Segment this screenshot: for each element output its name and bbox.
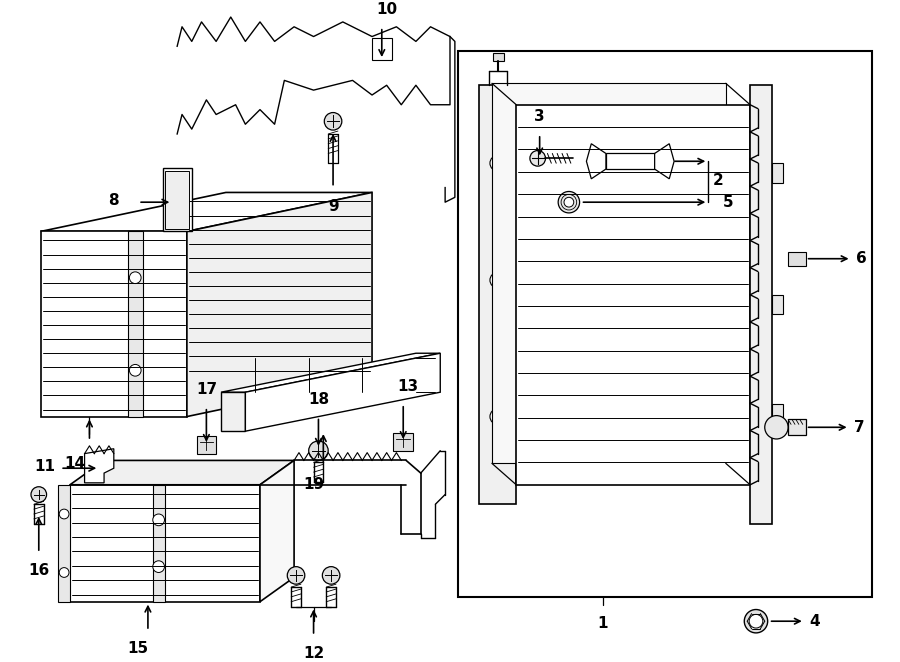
Text: 19: 19	[303, 477, 324, 492]
Circle shape	[324, 113, 342, 130]
Circle shape	[490, 408, 506, 424]
Text: 2: 2	[713, 173, 724, 188]
Bar	[153, 485, 166, 602]
Polygon shape	[606, 154, 654, 169]
Text: 8: 8	[108, 193, 119, 208]
Bar	[788, 420, 806, 435]
Bar	[458, 51, 872, 597]
Circle shape	[59, 509, 69, 519]
Text: 17: 17	[196, 382, 217, 397]
Text: 14: 14	[64, 455, 86, 471]
Polygon shape	[221, 392, 246, 431]
Polygon shape	[70, 461, 294, 485]
Polygon shape	[187, 193, 372, 416]
Polygon shape	[492, 83, 725, 463]
Bar	[771, 164, 783, 183]
Bar	[788, 252, 806, 265]
Circle shape	[309, 441, 328, 461]
Text: 15: 15	[128, 641, 148, 655]
Polygon shape	[221, 354, 440, 392]
Circle shape	[322, 567, 340, 584]
Bar	[393, 433, 413, 451]
Circle shape	[530, 150, 545, 166]
Text: 7: 7	[854, 420, 865, 435]
Polygon shape	[260, 461, 294, 602]
Circle shape	[130, 365, 141, 376]
Bar	[771, 404, 783, 424]
Text: 12: 12	[303, 645, 324, 661]
Circle shape	[749, 614, 763, 628]
Text: 18: 18	[308, 392, 329, 407]
Text: 3: 3	[535, 109, 545, 124]
Bar	[163, 168, 192, 232]
Circle shape	[130, 272, 141, 283]
Polygon shape	[40, 232, 187, 416]
Bar	[58, 485, 70, 602]
Polygon shape	[587, 144, 606, 179]
Circle shape	[490, 156, 506, 171]
Text: 1: 1	[598, 616, 608, 632]
Text: 16: 16	[28, 563, 50, 578]
Polygon shape	[85, 449, 113, 483]
Polygon shape	[40, 193, 372, 232]
Circle shape	[153, 514, 165, 526]
Circle shape	[744, 610, 768, 633]
Circle shape	[287, 567, 305, 584]
Text: 9: 9	[328, 199, 338, 214]
Circle shape	[31, 487, 47, 502]
Bar	[372, 38, 392, 60]
Circle shape	[765, 416, 788, 439]
Circle shape	[153, 561, 165, 573]
Bar	[493, 53, 504, 61]
Polygon shape	[654, 144, 674, 179]
Bar	[750, 85, 771, 524]
Text: 11: 11	[34, 459, 55, 474]
Polygon shape	[246, 354, 440, 431]
Polygon shape	[517, 105, 750, 485]
Text: 10: 10	[376, 2, 397, 17]
Text: 6: 6	[856, 251, 867, 266]
Circle shape	[59, 567, 69, 577]
Text: 4: 4	[810, 614, 820, 629]
Text: 13: 13	[398, 379, 418, 394]
Bar	[479, 85, 517, 504]
Bar	[771, 295, 783, 314]
Bar	[196, 436, 216, 453]
Polygon shape	[70, 485, 260, 602]
Bar	[166, 171, 189, 228]
Circle shape	[564, 197, 574, 207]
Bar	[129, 232, 143, 416]
Circle shape	[490, 272, 506, 288]
Text: 5: 5	[723, 195, 734, 210]
Circle shape	[558, 191, 580, 213]
